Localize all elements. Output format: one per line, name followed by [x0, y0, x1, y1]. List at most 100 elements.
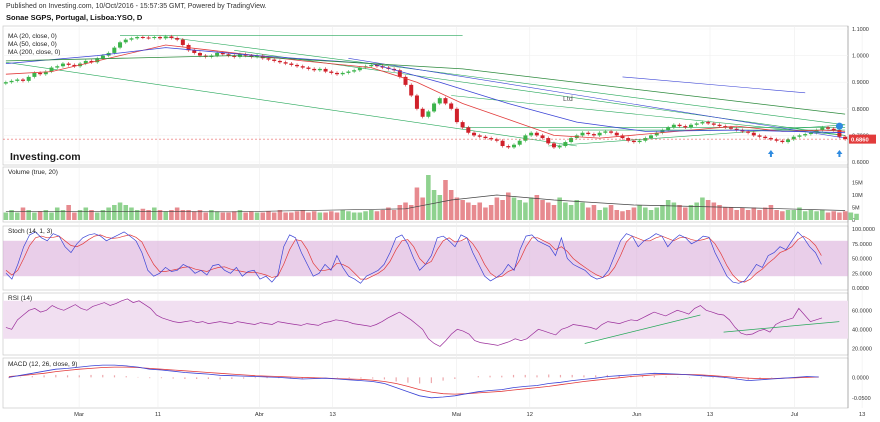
volume-bar [346, 211, 351, 220]
price-tick-label: 0.9000 [852, 80, 869, 86]
candle [197, 52, 202, 56]
volume-bar [511, 197, 517, 220]
price-tick-label: 1.1000 [852, 27, 869, 33]
candle [643, 138, 648, 141]
candle [295, 64, 300, 67]
volume-bar [426, 175, 431, 220]
candle [477, 135, 482, 137]
x-tick-label: Mar [74, 412, 84, 418]
candle [9, 80, 14, 83]
candle [529, 132, 534, 136]
x-tick-label: Jun [632, 412, 641, 418]
volume-bar [20, 207, 26, 220]
volume-bar [545, 202, 551, 220]
investing-watermark: Investing.com [10, 151, 81, 163]
volume-panel: 15M 10M 5M 0 [3, 175, 863, 224]
volume-bar [620, 211, 625, 220]
candle [409, 84, 414, 96]
candle [255, 55, 260, 57]
volume-bar [60, 210, 66, 220]
volume-bar [677, 205, 682, 220]
candle [597, 132, 602, 136]
candle [557, 146, 562, 148]
candle [500, 140, 505, 147]
legend-ma50: MA (50, close, 0) [8, 41, 57, 48]
candle [323, 68, 328, 72]
volume-bar [9, 210, 14, 220]
volume-bar [260, 212, 266, 220]
volume-bar [608, 205, 614, 220]
volume-bar [797, 207, 802, 220]
stoch-d-line [5, 234, 822, 283]
candle [95, 58, 100, 63]
volume-bar [140, 208, 146, 220]
volume-bar [585, 207, 591, 220]
candle [837, 130, 842, 137]
candle [215, 52, 220, 56]
candle [146, 37, 151, 39]
candle [55, 66, 60, 68]
ma50-line [5, 47, 846, 134]
candle [780, 140, 785, 143]
volume-bar [591, 205, 597, 220]
volume-bar [368, 210, 374, 220]
volume-bar [854, 213, 859, 220]
volume-bar [483, 207, 488, 220]
volume-bar [745, 210, 751, 220]
volume-bar [186, 210, 191, 220]
volume-bar [825, 212, 831, 220]
volume-bar [123, 205, 129, 220]
volume-bar [94, 212, 100, 220]
candle [118, 42, 123, 48]
rsi-trendline [723, 321, 840, 333]
candle [631, 140, 636, 143]
volume-bar [226, 212, 231, 220]
volume-bar [454, 197, 460, 220]
volume-bar [214, 211, 220, 220]
volume-bar [643, 207, 648, 220]
volume-bar [648, 210, 654, 220]
candle [728, 127, 733, 129]
candle [671, 124, 676, 128]
volume-bar [448, 190, 454, 220]
volume-tick-label: 5M [852, 206, 860, 212]
volume-bar [814, 211, 819, 220]
legend-stoch: Stoch (14, 1, 3) [8, 228, 52, 235]
volume-bar [740, 207, 745, 220]
candle [763, 136, 768, 139]
candle [569, 138, 574, 143]
candle [489, 138, 494, 140]
x-axis: Mar11Abr13Mai12Jun13Jul13Ago11Set13Out13 [74, 412, 865, 418]
x-tick-label: 13 [707, 412, 713, 418]
candle [717, 124, 722, 127]
x-tick-label: Mai [452, 412, 461, 418]
volume-bar [694, 202, 699, 220]
legend-ma200: MA (200, close, 0) [8, 49, 60, 56]
candle [140, 36, 145, 38]
ltd-annotation: Ltd [563, 96, 573, 103]
volume-bar [340, 210, 345, 220]
volume-bar [72, 212, 77, 220]
legend-ma20: MA (20, close, 0) [8, 33, 57, 40]
volume-bar [203, 212, 208, 220]
volume-bar [437, 195, 443, 220]
volume-bar [477, 202, 483, 220]
candle [277, 60, 282, 63]
volume-bar [174, 207, 180, 220]
candle [591, 134, 596, 136]
last-price-tag [849, 134, 876, 144]
candle [340, 72, 345, 75]
candle [768, 138, 773, 140]
candle [158, 36, 163, 39]
volume-bar [682, 207, 688, 220]
volume-bar [500, 200, 505, 220]
volume-bar [403, 202, 408, 220]
arrow-up-icon [767, 150, 774, 158]
volume-bar [625, 210, 631, 220]
candle [226, 54, 231, 56]
candle [163, 36, 168, 39]
candle [803, 134, 808, 136]
volume-bar [808, 210, 814, 220]
candle [757, 135, 762, 137]
